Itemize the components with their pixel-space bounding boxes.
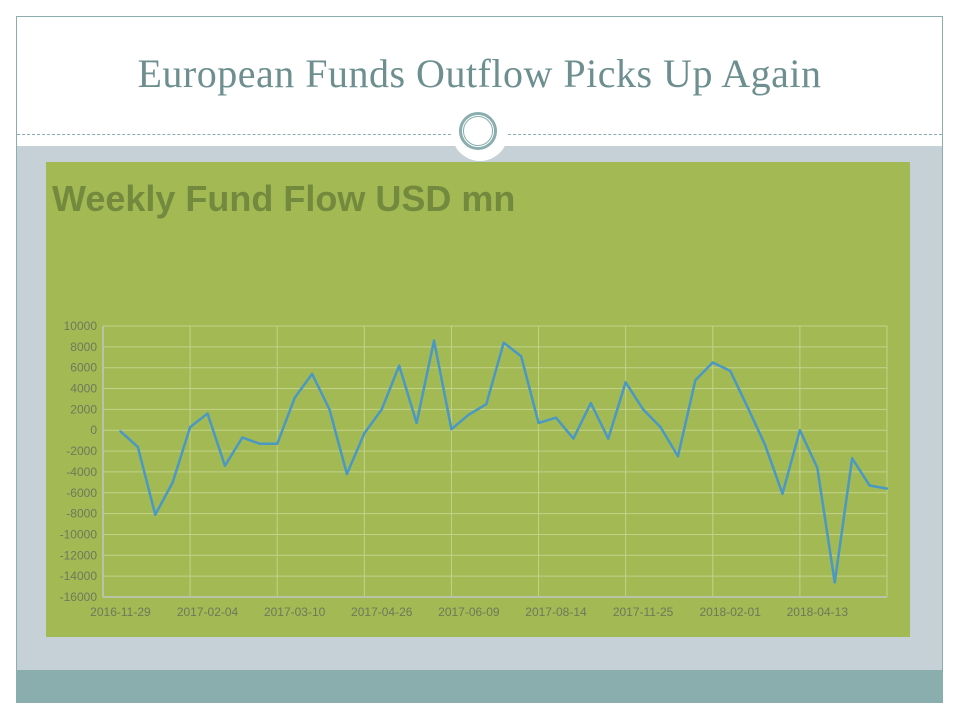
chart-title: Weekly Fund Flow USD mn xyxy=(52,178,516,219)
data-point xyxy=(136,445,140,449)
data-point xyxy=(711,361,714,364)
ornament-inner-ring xyxy=(463,116,493,146)
slide-title: European Funds Outflow Picks Up Again xyxy=(137,51,822,96)
data-point xyxy=(328,408,331,411)
data-point xyxy=(519,355,523,358)
data-point xyxy=(537,421,540,425)
data-point xyxy=(554,416,558,419)
y-tick-label: 4000 xyxy=(70,382,97,396)
y-tick-label: -2000 xyxy=(66,444,97,458)
data-point xyxy=(833,581,836,584)
data-point xyxy=(781,492,784,496)
data-point xyxy=(850,457,854,460)
data-point xyxy=(154,513,157,516)
x-tick-label: 2016-11-29 xyxy=(90,605,151,619)
x-tick-label: 2017-08-14 xyxy=(525,605,587,619)
data-point xyxy=(276,442,279,445)
y-tick-label: 0 xyxy=(90,423,97,437)
data-point xyxy=(746,406,749,409)
y-tick-label: -16000 xyxy=(60,590,98,604)
data-point xyxy=(241,436,244,439)
data-point xyxy=(206,412,209,415)
y-tick-label: -14000 xyxy=(60,569,98,583)
data-point xyxy=(415,421,418,425)
x-tick-label: 2018-02-01 xyxy=(700,605,762,619)
data-point xyxy=(816,466,819,469)
data-point xyxy=(432,339,436,342)
data-point xyxy=(223,464,227,467)
data-point xyxy=(868,484,871,487)
y-tick-label: -4000 xyxy=(66,465,97,479)
x-tick-label: 2017-04-26 xyxy=(351,605,413,619)
ornament-ring-icon xyxy=(459,112,497,150)
data-point xyxy=(258,442,261,445)
data-point xyxy=(119,430,122,433)
data-point xyxy=(467,413,471,416)
data-point xyxy=(502,341,505,344)
series-line xyxy=(119,339,888,584)
data-point xyxy=(450,427,453,431)
x-tick-label: 2017-02-04 xyxy=(177,605,239,619)
data-point xyxy=(310,372,314,376)
data-point xyxy=(885,487,889,490)
data-point xyxy=(729,369,732,373)
y-tick-label: 6000 xyxy=(70,361,97,375)
data-point xyxy=(763,443,767,447)
data-point xyxy=(171,481,174,484)
y-tick-label: -8000 xyxy=(66,507,97,521)
x-tick-label: 2018-04-13 xyxy=(787,605,849,619)
data-point xyxy=(572,437,575,440)
data-point xyxy=(641,408,645,411)
footer-band xyxy=(17,670,942,703)
data-point xyxy=(694,379,697,382)
x-tick-label: 2017-03-10 xyxy=(264,605,326,619)
data-point xyxy=(293,396,296,400)
y-tick-label: 8000 xyxy=(70,340,97,354)
y-tick-label: -10000 xyxy=(60,527,98,541)
y-tick-label: -6000 xyxy=(66,486,97,500)
data-point xyxy=(676,455,680,458)
x-tick-label: 2017-06-09 xyxy=(438,605,500,619)
y-tick-label: 2000 xyxy=(70,402,97,416)
data-point xyxy=(607,437,610,440)
data-point xyxy=(589,401,593,405)
data-point xyxy=(798,429,802,432)
data-point xyxy=(345,472,349,476)
y-tick-label: 10000 xyxy=(64,319,98,333)
data-point xyxy=(397,364,401,367)
data-point xyxy=(624,381,627,384)
x-tick-label: 2017-11-25 xyxy=(613,605,674,619)
y-tick-label: -12000 xyxy=(60,548,98,562)
data-point xyxy=(659,425,662,429)
data-point xyxy=(485,402,488,406)
data-point xyxy=(188,425,192,429)
data-point xyxy=(380,408,383,411)
data-point xyxy=(363,432,366,435)
